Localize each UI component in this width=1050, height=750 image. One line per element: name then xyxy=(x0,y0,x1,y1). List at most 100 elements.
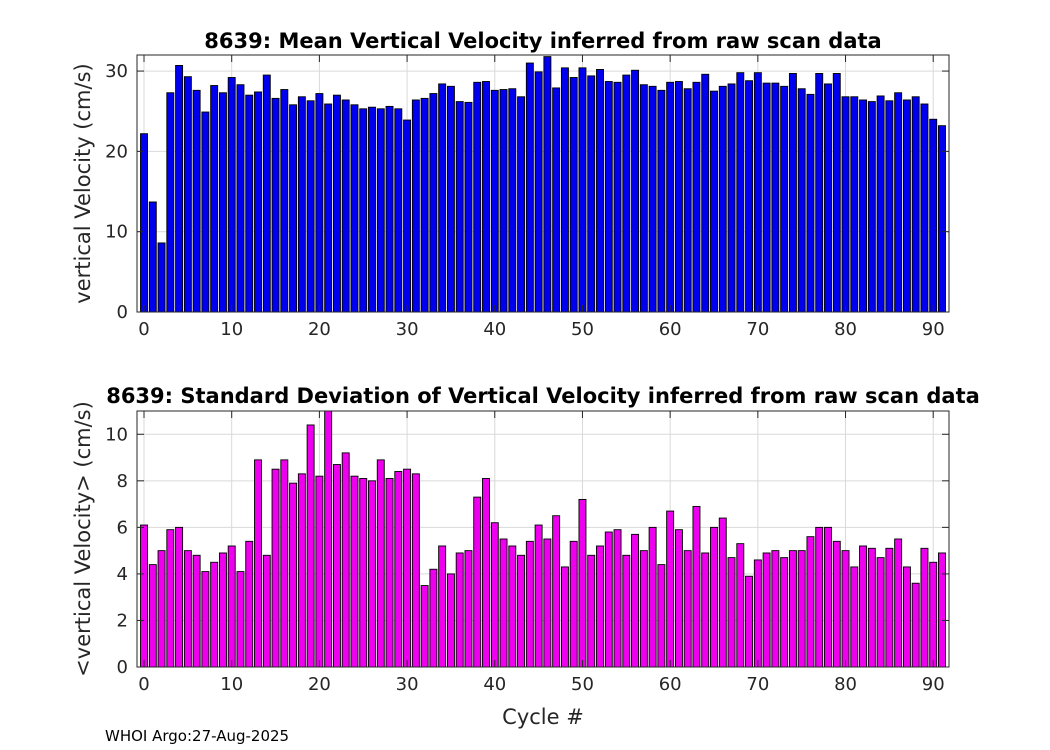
std-velocity-x-tick-label: 70 xyxy=(746,674,769,695)
mean-velocity-bar-cycle-84 xyxy=(876,95,885,313)
mean-velocity-bar-cycle-69 xyxy=(745,80,754,313)
mean-velocity-bar-cycle-24 xyxy=(350,104,359,313)
std-velocity-bar-cycle-48 xyxy=(560,566,569,668)
mean-velocity-bar-cycle-72 xyxy=(771,82,780,313)
std-velocity-x-tick-label: 60 xyxy=(659,674,682,695)
std-velocity-bar-cycle-0 xyxy=(140,524,148,668)
std-velocity-bar-cycle-64 xyxy=(701,552,710,668)
std-velocity-bar-cycle-25 xyxy=(359,478,368,668)
std-velocity-bar-cycle-27 xyxy=(376,459,385,668)
std-velocity-bar-cycle-87 xyxy=(902,566,911,668)
std-velocity-bar-cycle-13 xyxy=(254,459,262,668)
mean-velocity-bar-cycle-3 xyxy=(166,92,175,313)
mean-velocity-x-tick-label: 70 xyxy=(746,319,769,340)
mean-velocity-bar-cycle-34 xyxy=(438,83,447,313)
mean-velocity-bar-cycle-86 xyxy=(894,92,903,313)
std-velocity-bar-cycle-62 xyxy=(683,550,692,668)
std-velocity-bar-cycle-86 xyxy=(894,538,903,668)
mean-velocity-bar-cycle-38 xyxy=(473,81,482,313)
mean-velocity-bar-cycle-52 xyxy=(596,69,604,313)
mean-velocity-bar-cycle-12 xyxy=(245,94,254,313)
std-velocity-bar-cycle-37 xyxy=(464,550,473,668)
mean-velocity-bar-cycle-25 xyxy=(359,108,368,313)
mean-velocity-bar-cycle-76 xyxy=(806,93,815,313)
std-velocity-bar-cycle-17 xyxy=(289,482,298,668)
std-velocity-bar-cycle-5 xyxy=(183,550,192,668)
std-velocity-bar-cycle-79 xyxy=(832,540,841,668)
std-velocity-x-tick-label: 0 xyxy=(138,674,149,695)
mean-velocity-bar-cycle-9 xyxy=(218,92,227,313)
std-velocity-y-tick-label: 6 xyxy=(117,517,128,538)
mean-velocity-x-tick-label: 10 xyxy=(220,319,243,340)
mean-velocity-bar-cycle-58 xyxy=(648,85,657,313)
mean-velocity-x-tick-label: 30 xyxy=(396,319,419,340)
mean-velocity-bar-cycle-1 xyxy=(148,201,157,313)
mean-velocity-chart-title: 8639: Mean Vertical Velocity inferred fr… xyxy=(204,29,881,53)
std-velocity-x-tick-label: 20 xyxy=(308,674,331,695)
mean-velocity-bar-cycle-29 xyxy=(394,108,403,313)
mean-velocity-bar-cycle-47 xyxy=(552,87,561,313)
std-velocity-bar-cycle-81 xyxy=(850,566,859,668)
std-velocity-bar-cycle-61 xyxy=(674,529,683,668)
mean-velocity-bar-cycle-2 xyxy=(157,242,166,313)
std-velocity-bar-cycle-90 xyxy=(929,561,938,668)
mean-velocity-bar-cycle-79 xyxy=(832,73,841,313)
std-velocity-bar-cycle-73 xyxy=(780,557,789,668)
std-velocity-bar-cycle-18 xyxy=(297,473,306,668)
std-velocity-y-tick-label: 2 xyxy=(117,610,128,631)
std-velocity-bar-cycle-68 xyxy=(736,543,745,668)
mean-velocity-bar-cycle-55 xyxy=(622,74,631,313)
std-velocity-bar-cycle-54 xyxy=(613,529,622,668)
std-velocity-bar-cycle-57 xyxy=(639,550,648,668)
mean-velocity-bar-cycle-28 xyxy=(385,105,394,313)
std-velocity-plot-area xyxy=(136,410,950,668)
mean-velocity-bar-cycle-51 xyxy=(587,75,596,313)
mean-velocity-bar-cycle-23 xyxy=(341,99,350,313)
mean-velocity-bar-cycle-8 xyxy=(210,85,219,313)
std-velocity-x-tick-label: 90 xyxy=(922,674,945,695)
mean-velocity-bar-cycle-40 xyxy=(490,89,499,313)
mean-velocity-bar-cycle-87 xyxy=(902,99,911,313)
std-velocity-y-tick-label: 4 xyxy=(117,564,128,585)
mean-velocity-plot-area xyxy=(136,54,950,313)
std-velocity-bar-cycle-69 xyxy=(745,575,754,668)
mean-velocity-bar-cycle-65 xyxy=(710,90,718,313)
mean-velocity-bar-cycle-26 xyxy=(368,106,376,313)
std-velocity-bar-cycle-4 xyxy=(175,526,184,668)
std-velocity-bar-cycle-9 xyxy=(218,552,227,668)
std-velocity-bar-cycle-82 xyxy=(859,545,868,668)
std-velocity-bar-cycle-12 xyxy=(245,540,254,668)
std-velocity-bar-cycle-74 xyxy=(788,550,797,668)
mean-velocity-y-axis-label: vertical Velocity (cm/s) xyxy=(71,63,95,303)
std-velocity-bar-cycle-63 xyxy=(692,505,701,668)
std-velocity-bar-cycle-76 xyxy=(806,536,815,668)
mean-velocity-bar-cycle-43 xyxy=(517,96,526,313)
std-velocity-bar-cycle-78 xyxy=(824,526,832,668)
std-velocity-bar-cycle-59 xyxy=(657,564,666,668)
std-velocity-x-tick-label: 80 xyxy=(834,674,857,695)
mean-velocity-bar-cycle-49 xyxy=(569,77,578,313)
mean-velocity-y-tick-label: 30 xyxy=(105,61,128,82)
mean-velocity-bar-cycle-45 xyxy=(534,71,543,313)
std-velocity-bar-cycle-85 xyxy=(885,547,894,668)
mean-velocity-bar-cycle-7 xyxy=(201,111,210,313)
mean-velocity-bar-cycle-57 xyxy=(639,84,648,313)
mean-velocity-chart: 8639: Mean Vertical Velocity inferred fr… xyxy=(71,29,950,340)
std-velocity-bar-cycle-70 xyxy=(753,559,762,668)
std-velocity-bar-cycle-15 xyxy=(271,468,280,668)
std-velocity-y-tick-label: 8 xyxy=(117,471,128,492)
std-velocity-bar-cycle-84 xyxy=(876,557,885,668)
mean-velocity-bar-cycle-41 xyxy=(499,89,508,313)
mean-velocity-bar-cycle-44 xyxy=(525,62,534,313)
std-velocity-bar-cycle-77 xyxy=(815,526,824,668)
mean-velocity-bar-cycle-39 xyxy=(482,81,490,313)
mean-velocity-bar-cycle-56 xyxy=(631,69,640,313)
std-velocity-bar-cycle-55 xyxy=(622,554,631,668)
std-velocity-y-tick-label: 0 xyxy=(117,657,128,678)
mean-velocity-bar-cycle-19 xyxy=(306,100,315,313)
std-velocity-bar-cycle-29 xyxy=(394,471,403,668)
mean-velocity-bar-cycle-30 xyxy=(403,119,412,313)
mean-velocity-bar-cycle-14 xyxy=(262,74,271,313)
std-velocity-bar-cycle-51 xyxy=(587,554,596,668)
